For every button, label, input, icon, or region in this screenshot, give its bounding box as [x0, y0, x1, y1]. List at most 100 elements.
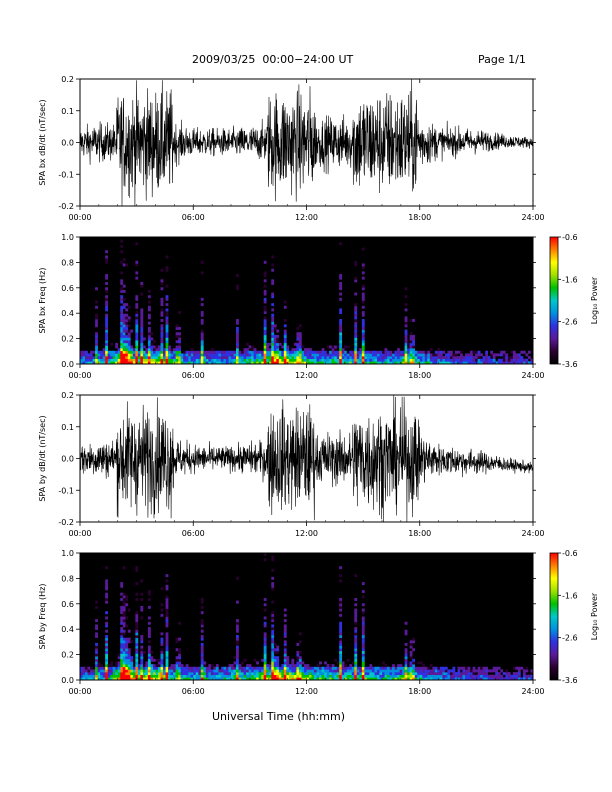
spectrogram-cell: [271, 326, 275, 330]
spectrogram-cell: [349, 664, 353, 668]
spectrogram-cell: [354, 311, 358, 315]
spectrogram-cell: [140, 640, 144, 644]
spectrogram-cell: [140, 316, 144, 320]
spectrogram-cell: [200, 666, 204, 670]
spectrogram-cell: [165, 342, 169, 346]
spectrogram-cell: [477, 674, 481, 678]
spectrogram-cell: [273, 337, 277, 341]
spectrogram-cell: [125, 642, 129, 646]
spectrogram-cell: [427, 674, 431, 678]
spectrogram-cell: [510, 350, 514, 354]
spectrogram-cell: [120, 297, 124, 301]
spectrogram-cell: [223, 358, 227, 362]
spectrogram-cell: [419, 358, 423, 362]
spectrogram-cell: [228, 350, 232, 354]
spectrogram-cell: [354, 656, 358, 660]
spectrogram-cell: [326, 358, 330, 362]
spectrogram-cell: [105, 661, 108, 665]
spectrogram-cell: [344, 361, 348, 365]
spectrogram-cell: [92, 674, 96, 678]
spectrogram-cell: [369, 356, 373, 360]
spectrogram-cell: [120, 313, 124, 317]
spectrogram-cell: [218, 672, 222, 676]
spectrogram-cell: [165, 308, 169, 312]
spectrogram-cell: [263, 345, 267, 349]
spectrogram-cell: [346, 350, 350, 354]
spectrogram-cell: [309, 348, 312, 352]
spectrogram-cell: [233, 361, 237, 365]
spectrogram-cell: [261, 674, 265, 678]
spectrogram-cell: [379, 358, 383, 362]
spectrogram-cell: [286, 664, 290, 668]
spectrogram-cell: [263, 358, 267, 362]
spectrogram-cell: [447, 672, 451, 676]
spectrogram-cell: [266, 345, 270, 349]
spectrogram-cell: [283, 300, 287, 304]
spectrogram-cell: [409, 340, 413, 344]
spectrogram-cell: [379, 356, 383, 360]
spectrogram-cell: [354, 658, 358, 662]
spectrogram-cell: [286, 348, 290, 352]
spectrogram-cell: [331, 664, 335, 668]
spectrogram-cell: [361, 590, 365, 593]
spectrogram-cell: [439, 361, 443, 365]
spectrogram-cell: [412, 319, 416, 322]
spectrogram-cell: [122, 613, 126, 617]
spectrogram-cell: [412, 661, 416, 665]
spectrogram-cell: [454, 677, 458, 681]
spectrogram-cell: [404, 650, 408, 654]
spectrogram-cell: [122, 603, 126, 607]
spectrogram-cell: [120, 645, 124, 649]
spectrogram-cell: [442, 356, 446, 360]
spectrogram-cell: [334, 672, 337, 676]
spectrogram-cell: [95, 624, 98, 628]
spectrogram-cell: [135, 648, 139, 652]
spectrogram-cell: [85, 356, 88, 360]
spectrogram-cell: [120, 305, 124, 309]
spectrogram-cell: [82, 358, 86, 362]
spectrogram-cell: [321, 353, 325, 357]
spectrogram-cell: [112, 358, 116, 362]
spectrogram-cell: [150, 342, 154, 346]
spectrogram-cell: [527, 361, 531, 365]
spectrogram-cell: [286, 658, 290, 662]
spectrogram-cell: [276, 656, 280, 660]
spectrogram-cell: [444, 669, 448, 673]
spectrogram-cell: [185, 672, 189, 676]
spectrogram-cell: [505, 674, 509, 678]
spectrogram-cell: [349, 672, 353, 676]
spectrogram-cell: [276, 329, 280, 333]
spectrogram-cell: [263, 635, 267, 638]
spectrogram-cell: [233, 356, 237, 360]
spectrogram-cell: [110, 358, 114, 362]
spectrogram-cell: [356, 677, 360, 681]
spectrogram-cell: [105, 597, 108, 601]
spectrogram-cell: [178, 361, 181, 365]
spectrogram-cell: [407, 666, 410, 670]
spectrogram-cell: [422, 353, 426, 357]
spectrogram-cell: [404, 334, 408, 338]
spectrogram-cell: [135, 324, 139, 328]
spectrogram-cell: [105, 345, 108, 349]
spectrogram-cell: [160, 326, 164, 330]
spectrogram-cell: [271, 642, 275, 646]
spectrogram-cell: [127, 345, 131, 349]
spectrogram-cell: [309, 361, 312, 365]
spectrogram-cell: [236, 345, 239, 349]
spectrogram-cell: [140, 672, 144, 676]
spectrogram-cell: [303, 350, 307, 354]
spectrogram-cell: [102, 358, 106, 362]
spectrogram-cell: [258, 669, 262, 673]
spectrogram-cell: [120, 592, 124, 596]
spectrogram-cell: [424, 677, 428, 681]
spectrogram-cell: [271, 658, 275, 662]
spectrogram-cell: [266, 669, 270, 673]
spectrogram-cell: [175, 358, 179, 362]
spectrogram-cell: [125, 661, 129, 665]
spectrogram-cell: [261, 658, 265, 662]
spectrogram-cell: [382, 356, 385, 360]
spectrogram-cell: [120, 584, 124, 588]
spectrogram-cell: [147, 605, 151, 609]
panel-bx-waveform: [79, 78, 534, 207]
spectrogram-cell: [314, 677, 317, 681]
